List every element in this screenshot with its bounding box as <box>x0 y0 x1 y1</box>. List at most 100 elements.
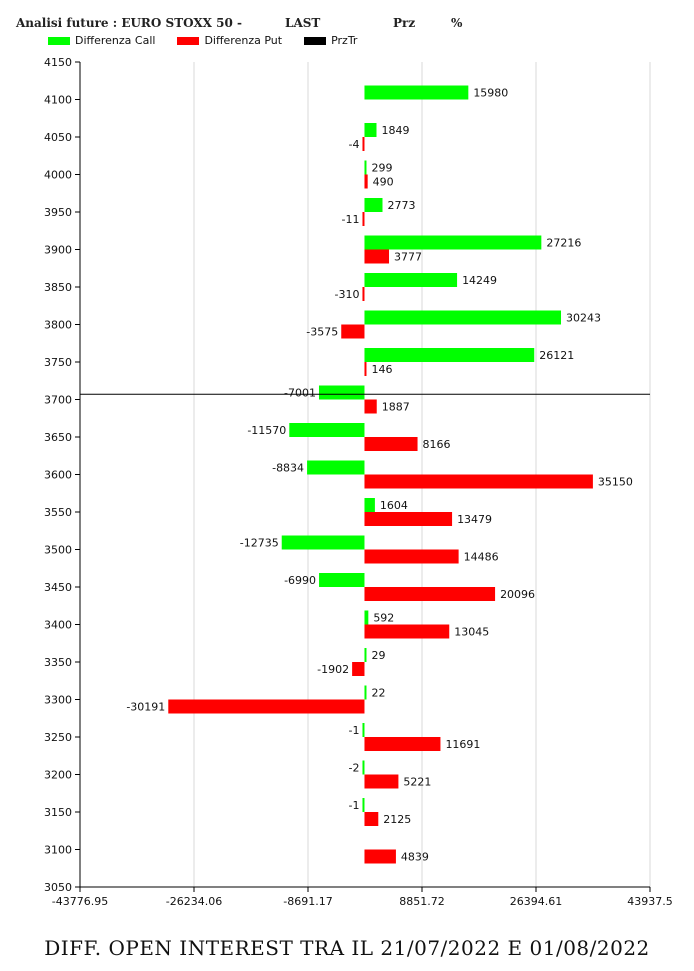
put-diff-value-label: -11 <box>342 213 360 226</box>
call-diff-value-label: -12735 <box>240 537 279 550</box>
call-diff-bar <box>364 235 542 250</box>
put-diff-bar <box>362 212 365 226</box>
x-tick-label: 8851.72 <box>399 895 445 908</box>
y-tick-label: 3500 <box>44 544 72 557</box>
x-tick-label: -8691.17 <box>283 895 332 908</box>
put-diff-value-label: 2125 <box>383 813 411 826</box>
call-diff-value-label: 15980 <box>473 87 508 100</box>
call-diff-value-label: 1604 <box>380 499 408 512</box>
y-tick-label: 3050 <box>44 881 72 894</box>
put-diff-bar <box>341 324 365 339</box>
y-tick-label: 3300 <box>44 694 72 707</box>
put-diff-value-label: -1902 <box>317 663 349 676</box>
y-tick-label: 3550 <box>44 506 72 519</box>
call-diff-value-label: -1 <box>349 799 360 812</box>
x-tick-label: 26394.61 <box>510 895 563 908</box>
x-tick-label: -26234.06 <box>166 895 222 908</box>
put-diff-value-label: 20096 <box>500 588 535 601</box>
put-diff-bar <box>364 849 396 864</box>
call-diff-bar <box>364 160 367 175</box>
call-diff-value-label: -8834 <box>272 462 304 475</box>
call-diff-value-label: 29 <box>371 649 385 662</box>
put-diff-value-label: -3575 <box>306 326 338 339</box>
call-diff-value-label: 30243 <box>566 312 601 325</box>
legend-item-put: Differenza Put <box>177 34 282 47</box>
y-tick-label: 3950 <box>44 206 72 219</box>
put-diff-value-label: 35150 <box>598 476 633 489</box>
put-diff-value-label: 5221 <box>403 776 431 789</box>
call-diff-value-label: 27216 <box>546 237 581 250</box>
put-diff-value-label: 11691 <box>445 738 480 751</box>
put-diff-bar <box>364 437 418 451</box>
call-diff-value-label: -11570 <box>247 424 286 437</box>
call-diff-bar <box>364 85 469 100</box>
legend-label-call: Differenza Call <box>75 34 156 47</box>
put-diff-bar <box>364 624 450 639</box>
put-diff-value-label: 8166 <box>423 438 451 451</box>
put-diff-value-label: 13045 <box>454 626 489 639</box>
call-diff-bar <box>364 685 367 700</box>
y-tick-label: 3200 <box>44 769 72 782</box>
y-tick-label: 3150 <box>44 806 72 819</box>
y-tick-label: 3900 <box>44 244 72 257</box>
y-tick-label: 3100 <box>44 844 72 857</box>
legend-label-put: Differenza Put <box>204 34 283 47</box>
y-tick-label: 3700 <box>44 394 72 407</box>
call-diff-bar <box>362 798 365 812</box>
legend-item-przTr: PrzTr <box>304 34 357 47</box>
y-tick-label: 3850 <box>44 281 72 294</box>
put-diff-bar <box>352 662 365 676</box>
call-diff-bar <box>364 123 377 137</box>
put-diff-value-label: 146 <box>371 363 392 376</box>
call-diff-bar <box>364 648 367 662</box>
put-diff-value-label: 14486 <box>464 551 499 564</box>
y-tick-label: 3800 <box>44 319 72 332</box>
put-diff-value-label: 4839 <box>401 851 429 864</box>
chart-caption: DIFF. OPEN INTEREST TRA IL 21/07/2022 E … <box>44 936 650 960</box>
put-diff-bar <box>364 399 377 414</box>
chart-header-title: Analisi future : EURO STOXX 50 - <box>16 16 243 30</box>
put-diff-bar <box>364 737 441 751</box>
legend-swatch-call <box>48 36 70 45</box>
header-last-label: LAST <box>285 16 321 30</box>
call-diff-value-label: -2 <box>349 762 360 775</box>
x-tick-label: -43776.95 <box>52 895 108 908</box>
y-tick-label: 4000 <box>44 169 72 182</box>
header-percent-label: % <box>451 16 463 30</box>
y-tick-label: 3250 <box>44 731 72 744</box>
call-diff-bar <box>362 723 365 737</box>
call-diff-value-label: -7001 <box>284 387 316 400</box>
put-diff-value-label: 490 <box>373 176 394 189</box>
y-tick-label: 3750 <box>44 356 72 369</box>
call-diff-value-label: 592 <box>373 612 394 625</box>
chart-legend: Differenza Call Differenza Put PrzTr <box>48 34 379 47</box>
diff-open-interest-chart: 4150 4100 4050 4000 3950 3900 3850 3800 3750 3700… <box>44 56 673 908</box>
call-diff-value-label: 1849 <box>381 124 409 137</box>
call-diff-bar <box>364 310 562 325</box>
put-diff-bar <box>168 699 365 714</box>
call-diff-bar <box>319 573 365 587</box>
put-diff-bar <box>364 174 368 189</box>
call-diff-bar <box>364 498 375 512</box>
call-diff-bar <box>364 348 535 362</box>
legend-label-przTr: PrzTr <box>331 34 358 47</box>
x-tick-label: 43937.5 <box>627 895 673 908</box>
y-tick-label: 3650 <box>44 431 72 444</box>
y-tick-label: 3600 <box>44 469 72 482</box>
y-tick-label: 4100 <box>44 94 72 107</box>
y-tick-label: 4150 <box>44 56 72 69</box>
put-diff-bar <box>364 362 367 376</box>
y-tick-label: 3450 <box>44 581 72 594</box>
put-diff-value-label: -4 <box>349 138 360 151</box>
call-diff-value-label: 22 <box>371 687 385 700</box>
put-diff-value-label: 13479 <box>457 513 492 526</box>
put-diff-bar <box>364 249 390 264</box>
put-diff-value-label: -310 <box>334 288 359 301</box>
y-tick-label: 4050 <box>44 131 72 144</box>
put-diff-value-label: 1887 <box>382 401 410 414</box>
legend-swatch-przTr <box>304 36 327 45</box>
call-diff-bar <box>281 535 365 550</box>
put-diff-bar <box>364 549 459 564</box>
call-diff-bar <box>307 460 365 475</box>
y-tick-label: 3400 <box>44 619 72 632</box>
